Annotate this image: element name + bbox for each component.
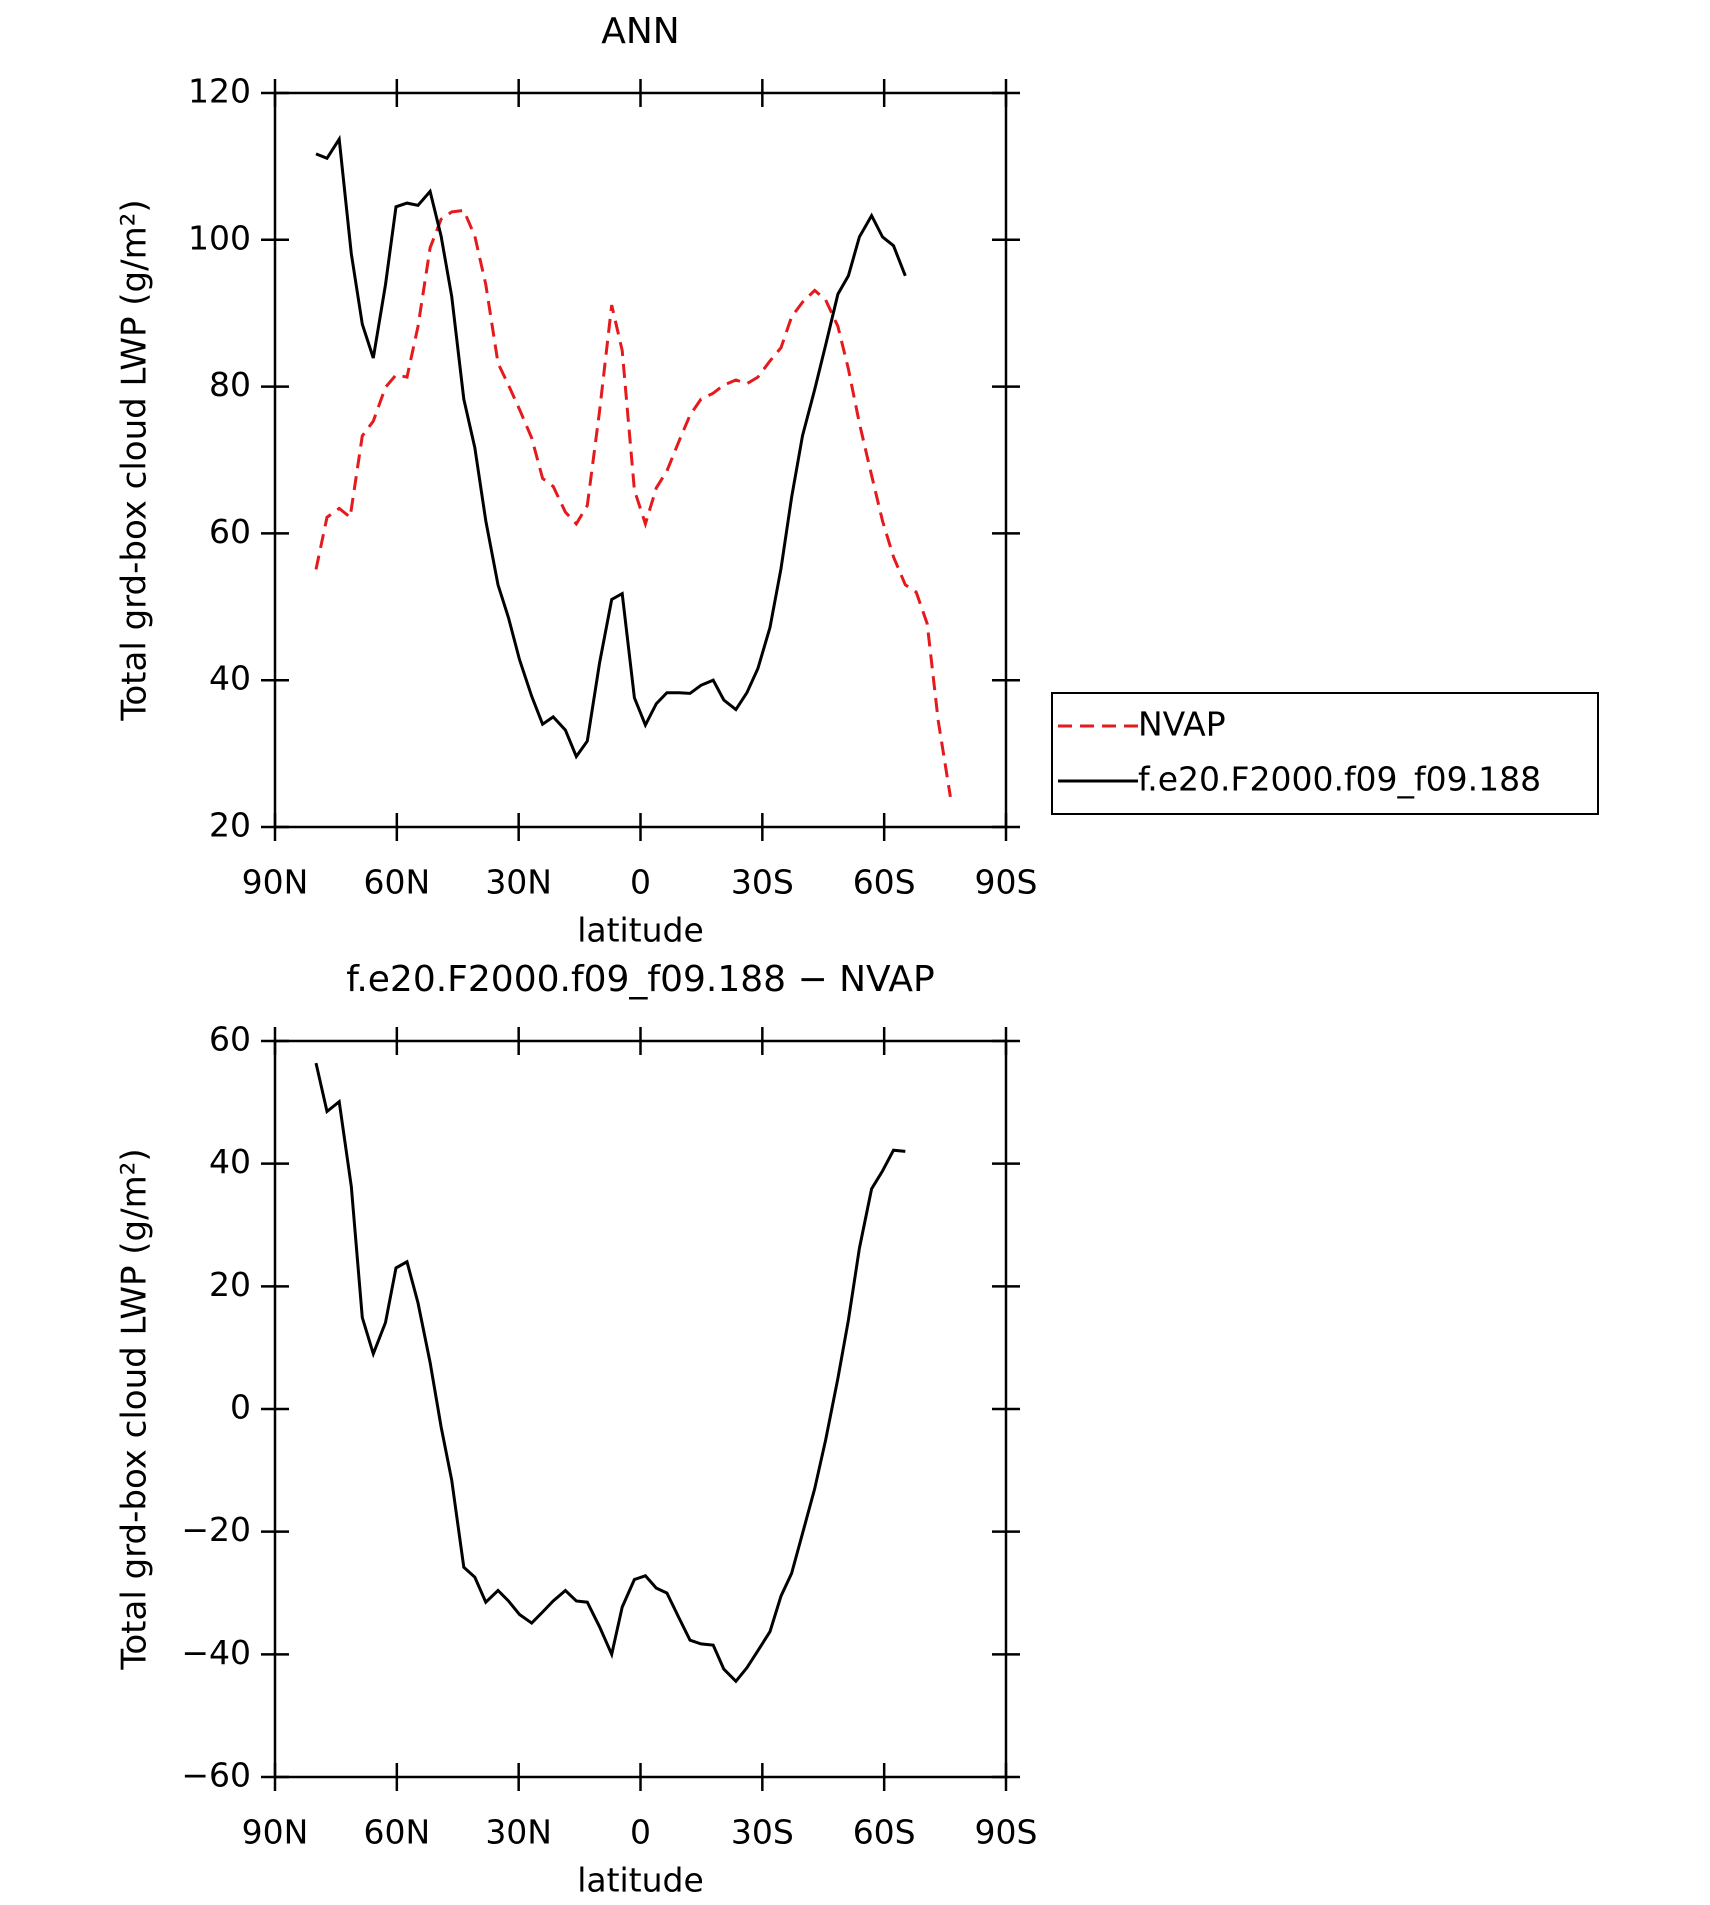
x-tick-label: 60N bbox=[363, 863, 430, 902]
x-axis-label: latitude bbox=[577, 1861, 704, 1900]
y-tick-label: 20 bbox=[209, 1265, 251, 1304]
x-tick-label: 0 bbox=[630, 1813, 651, 1852]
y-tick-label: −20 bbox=[181, 1510, 251, 1549]
x-tick-label: 0 bbox=[630, 863, 651, 902]
y-tick-label: 40 bbox=[209, 659, 251, 698]
y-tick-label: 20 bbox=[209, 806, 251, 845]
x-tick-label: 30N bbox=[485, 1813, 552, 1852]
y-tick-label: −40 bbox=[181, 1633, 251, 1672]
x-axis-label: latitude bbox=[577, 911, 704, 950]
y-tick-label: 100 bbox=[188, 218, 251, 257]
data-line bbox=[315, 134, 907, 760]
x-tick-label: 30S bbox=[731, 1813, 794, 1852]
x-tick-label: 30S bbox=[731, 863, 794, 902]
legend-label: f.e20.F2000.f09_f09.188 bbox=[1138, 760, 1541, 799]
x-tick-label: 60S bbox=[853, 1813, 916, 1852]
y-axis-label: Total grd-box cloud LWP (g/m²) bbox=[115, 1148, 155, 1670]
chart-title: ANN bbox=[601, 11, 680, 52]
y-tick-label: 40 bbox=[209, 1142, 251, 1181]
x-tick-label: 90N bbox=[242, 863, 309, 902]
plot-frame bbox=[273, 91, 1008, 829]
x-tick-label: 90S bbox=[975, 1813, 1038, 1852]
y-tick-label: 0 bbox=[230, 1388, 251, 1427]
y-tick-label: 60 bbox=[209, 512, 251, 551]
y-axis-label: Total grd-box cloud LWP (g/m²) bbox=[115, 199, 155, 721]
legend-label: NVAP bbox=[1138, 705, 1226, 744]
y-tick-label: −60 bbox=[181, 1756, 251, 1795]
x-tick-label: 60S bbox=[853, 863, 916, 902]
y-tick-label: 120 bbox=[188, 72, 251, 111]
data-line bbox=[314, 1062, 906, 1684]
y-tick-label: 60 bbox=[209, 1020, 251, 1059]
legend-box bbox=[1051, 692, 1599, 815]
y-tick-label: 80 bbox=[209, 365, 251, 404]
data-line bbox=[314, 208, 952, 798]
x-tick-label: 60N bbox=[363, 1813, 430, 1852]
x-tick-label: 30N bbox=[485, 863, 552, 902]
x-tick-label: 90S bbox=[975, 863, 1038, 902]
x-tick-label: 90N bbox=[242, 1813, 309, 1852]
chart-title: f.e20.F2000.f09_f09.188 − NVAP bbox=[346, 959, 934, 1000]
